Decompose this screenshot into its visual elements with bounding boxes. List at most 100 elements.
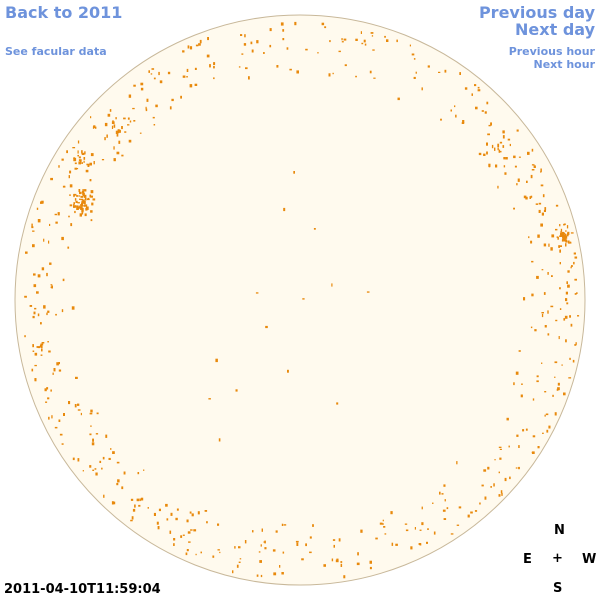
facula-mark: [81, 200, 83, 204]
facula-mark: [87, 163, 90, 167]
facula-mark: [499, 141, 503, 144]
facula-mark: [414, 527, 416, 530]
facula-mark: [40, 322, 42, 325]
facula-mark: [331, 283, 333, 287]
facula-mark: [509, 476, 511, 480]
facula-mark: [194, 83, 198, 86]
facula-mark: [79, 198, 81, 200]
previous-hour-link[interactable]: Previous hour: [508, 45, 595, 58]
facula-mark: [83, 194, 87, 198]
facula-mark: [188, 541, 191, 543]
facula-mark: [563, 318, 566, 321]
facula-mark: [540, 223, 543, 227]
facula-mark: [467, 514, 470, 518]
facula-mark: [78, 205, 80, 209]
facula-mark: [54, 426, 58, 429]
facula-mark: [198, 43, 201, 46]
facula-mark: [261, 528, 263, 532]
facula-mark: [92, 438, 94, 442]
facula-mark: [130, 519, 133, 522]
facula-mark: [90, 190, 94, 194]
facula-mark: [487, 466, 490, 470]
facula-mark: [32, 244, 35, 248]
see-facular-data-link[interactable]: See facular data: [5, 45, 107, 58]
facula-mark: [104, 122, 108, 127]
facula-mark: [484, 496, 487, 500]
facula-mark: [33, 311, 36, 315]
facula-mark: [50, 284, 53, 286]
facula-mark: [411, 53, 415, 56]
facula-mark: [82, 208, 84, 212]
facula-mark: [46, 387, 49, 390]
facula-mark: [24, 335, 26, 338]
facula-mark: [497, 147, 499, 151]
facula-mark: [78, 161, 81, 165]
facula-mark: [517, 178, 520, 182]
facula-mark: [80, 207, 83, 210]
facula-mark: [240, 34, 243, 36]
facula-mark: [523, 195, 527, 199]
facula-mark: [80, 412, 82, 416]
next-day-link[interactable]: Next day: [515, 20, 595, 39]
facula-mark: [530, 240, 533, 244]
facula-mark: [554, 376, 556, 378]
facula-mark: [219, 551, 221, 554]
facula-mark: [541, 269, 544, 271]
facula-mark: [33, 284, 37, 288]
previous-day-link[interactable]: Previous day: [478, 3, 595, 22]
facula-mark: [563, 238, 566, 242]
facula-mark: [132, 107, 135, 110]
facula-mark: [81, 150, 83, 154]
facula-mark: [245, 67, 248, 70]
facula-mark: [370, 32, 374, 34]
facula-mark: [115, 117, 117, 120]
facula-mark: [419, 529, 422, 531]
facula-mark: [140, 82, 144, 86]
facula-mark: [264, 547, 267, 550]
facula-mark: [127, 117, 130, 120]
facula-mark: [275, 530, 278, 533]
facula-mark: [450, 533, 454, 535]
facula-mark: [405, 529, 409, 532]
facula-mark: [513, 207, 515, 210]
facula-mark: [323, 564, 326, 567]
facula-mark: [565, 339, 567, 343]
facula-mark: [143, 469, 145, 471]
facula-mark: [256, 574, 259, 577]
facula-mark: [56, 362, 59, 366]
facula-mark: [66, 150, 68, 154]
facula-mark: [25, 251, 28, 254]
back-to-year-link[interactable]: Back to 2011: [5, 3, 123, 22]
facula-mark: [74, 193, 77, 196]
facula-mark: [516, 183, 518, 186]
facula-mark: [238, 561, 241, 563]
facula-mark: [71, 306, 75, 310]
facula-mark: [543, 292, 546, 295]
facula-mark: [37, 313, 40, 317]
facula-mark: [543, 210, 546, 212]
facula-mark: [537, 446, 540, 449]
facula-mark: [548, 243, 550, 247]
facula-mark: [187, 45, 190, 49]
facula-mark: [372, 49, 375, 51]
facula-mark: [24, 295, 27, 298]
facula-mark: [47, 310, 50, 313]
facula-mark: [69, 170, 72, 174]
next-hour-link[interactable]: Next hour: [533, 58, 596, 71]
facula-mark: [113, 158, 116, 162]
facula-mark: [49, 262, 52, 265]
facula-mark: [37, 219, 41, 223]
facula-mark: [153, 124, 156, 126]
facula-mark: [75, 200, 78, 203]
facula-mark: [209, 64, 211, 68]
facula-mark: [329, 40, 331, 43]
facula-mark: [450, 109, 452, 112]
facula-mark: [92, 198, 96, 201]
facula-mark: [36, 207, 39, 210]
facula-mark: [531, 451, 534, 454]
facula-mark: [139, 498, 141, 502]
facula-mark: [40, 354, 43, 356]
facula-mark: [68, 215, 70, 218]
facula-mark: [483, 153, 486, 156]
facula-mark: [32, 350, 35, 352]
